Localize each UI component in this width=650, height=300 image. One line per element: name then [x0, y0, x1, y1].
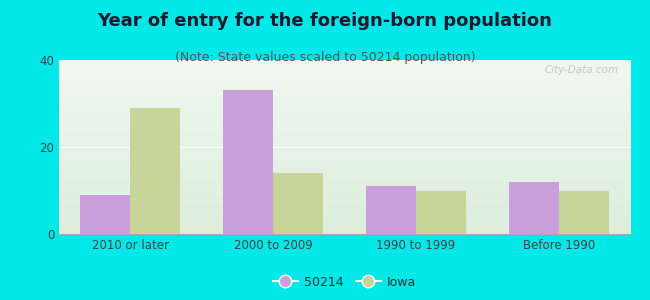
Bar — [509, 182, 559, 234]
Bar — [366, 186, 416, 234]
Bar — [80, 195, 130, 234]
Text: Year of entry for the foreign-born population: Year of entry for the foreign-born popul… — [98, 12, 552, 30]
Text: (Note: State values scaled to 50214 population): (Note: State values scaled to 50214 popu… — [175, 51, 475, 64]
Bar — [130, 108, 180, 234]
Legend: 50214, Iowa: 50214, Iowa — [268, 271, 421, 294]
Bar — [559, 190, 609, 234]
Text: City-Data.com: City-Data.com — [545, 65, 619, 75]
Bar — [273, 173, 323, 234]
Bar — [223, 91, 273, 234]
Bar — [416, 190, 466, 234]
